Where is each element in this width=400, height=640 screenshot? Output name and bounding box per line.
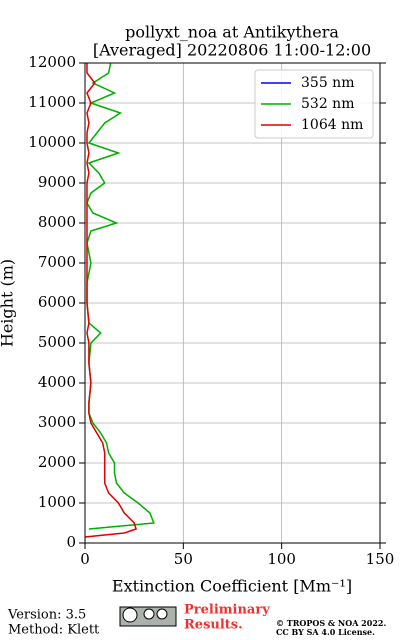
- cc-logo: [119, 606, 177, 627]
- plot-frame: [84, 62, 381, 544]
- x-tick-label: 50: [174, 550, 193, 568]
- x-tick-label: 0: [80, 550, 90, 568]
- y-tick-label: 3000: [38, 413, 76, 431]
- y-tick-label: 0: [66, 533, 76, 551]
- preliminary: Preliminary: [184, 603, 270, 618]
- x-tick-label: 100: [267, 550, 296, 568]
- chart-title: pollyxt_noa at Antikythera: [125, 23, 339, 42]
- y-axis-label: Height (m): [0, 259, 17, 347]
- y-tick-label: 6000: [38, 293, 76, 311]
- chart-subtitle: [Averaged] 20220806 11:00-12:00: [93, 41, 371, 60]
- y-tick-label: 1000: [38, 493, 76, 511]
- legend-label: 1064 nm: [301, 117, 363, 133]
- preliminary: Results.: [184, 618, 243, 633]
- y-tick-label: 9000: [38, 173, 76, 191]
- y-tick-label: 5000: [38, 333, 76, 351]
- y-tick-label: 8000: [38, 213, 76, 231]
- legend-box: [254, 69, 374, 139]
- y-tick-label: 10000: [28, 133, 76, 151]
- y-tick-label: 7000: [38, 253, 76, 271]
- y-tick-label: 11000: [28, 93, 76, 111]
- method: Method: Klett: [8, 623, 100, 638]
- copyright: CC BY SA 4.0 License.: [276, 627, 375, 637]
- version: Version: 3.5: [7, 608, 86, 623]
- legend-label: 532 nm: [301, 96, 354, 112]
- x-axis-label: Extinction Coefficient [Mm⁻¹]: [112, 577, 352, 596]
- profile-line: [86, 62, 155, 530]
- profile-line: [84, 63, 138, 538]
- x-tick-label: 150: [366, 550, 395, 568]
- legend-label: 355 nm: [301, 75, 354, 91]
- y-tick-label: 2000: [38, 453, 76, 471]
- copyright: © TROPOS & NOA 2022.: [276, 618, 386, 628]
- y-tick-label: 4000: [38, 373, 76, 391]
- y-tick-label: 12000: [28, 53, 76, 71]
